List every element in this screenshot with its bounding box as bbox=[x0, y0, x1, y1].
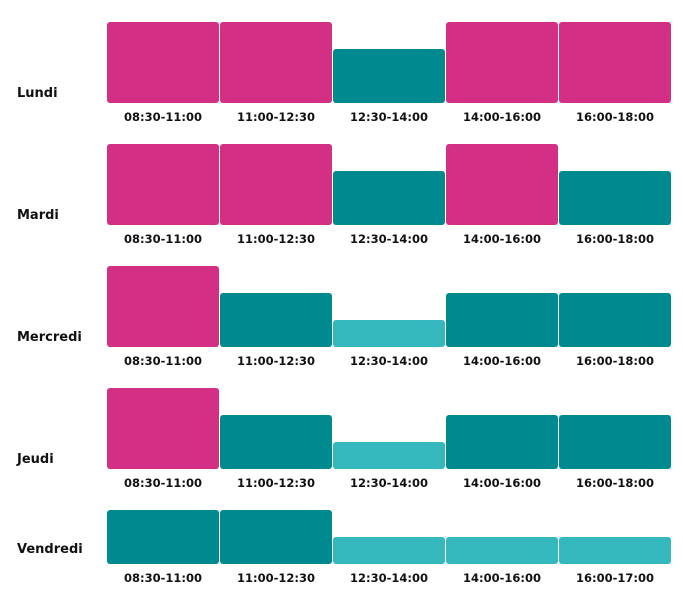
slot-label: 12:30-14:00 bbox=[350, 571, 428, 585]
slot-label: 14:00-16:00 bbox=[463, 110, 541, 124]
slot-label: 11:00-12:30 bbox=[237, 110, 315, 124]
slot-bar bbox=[107, 22, 219, 103]
slot-label: 12:30-14:00 bbox=[350, 232, 428, 246]
day-label: Mardi bbox=[17, 208, 59, 223]
slot-label: 16:00-18:00 bbox=[576, 354, 654, 368]
slot-label: 12:30-14:00 bbox=[350, 354, 428, 368]
day-row-1: Mardi 08:30-11:00 11:00-12:30 12:30-14:00 14… bbox=[17, 144, 671, 246]
slot-bar bbox=[333, 320, 445, 347]
slot-label: 08:30-11:00 bbox=[124, 110, 202, 124]
slot-bar bbox=[559, 171, 671, 225]
day-label: Lundi bbox=[17, 86, 58, 101]
slot-bar bbox=[446, 537, 558, 564]
day-label: Vendredi bbox=[17, 542, 83, 557]
slot-bar bbox=[107, 144, 219, 225]
day-row-0: Lundi 08:30-11:00 11:00-12:30 12:30-14:00 14… bbox=[17, 22, 671, 124]
slot-bar bbox=[220, 144, 332, 225]
slot-bar bbox=[559, 293, 671, 347]
slot-bar bbox=[446, 22, 558, 103]
slot-label: 08:30-11:00 bbox=[124, 476, 202, 490]
slot-label: 08:30-11:00 bbox=[124, 354, 202, 368]
day-label: Jeudi bbox=[16, 452, 54, 467]
slot-bar bbox=[446, 293, 558, 347]
slot-label: 14:00-16:00 bbox=[463, 571, 541, 585]
slot-label: 08:30-11:00 bbox=[124, 571, 202, 585]
slot-bar bbox=[107, 510, 219, 564]
slot-label: 11:00-12:30 bbox=[237, 476, 315, 490]
slot-label: 12:30-14:00 bbox=[350, 110, 428, 124]
slot-bar bbox=[446, 144, 558, 225]
slot-label: 16:00-18:00 bbox=[576, 110, 654, 124]
day-row-2: Mercredi 08:30-11:00 11:00-12:30 12:30-14:0… bbox=[17, 266, 671, 368]
slot-bar bbox=[559, 22, 671, 103]
day-label: Mercredi bbox=[17, 330, 82, 345]
slot-bar bbox=[559, 415, 671, 469]
day-row-3: Jeudi 08:30-11:00 11:00-12:30 12:30-14:00 14… bbox=[16, 388, 671, 490]
slot-label: 08:30-11:00 bbox=[124, 232, 202, 246]
slot-label: 16:00-18:00 bbox=[576, 232, 654, 246]
slot-bar bbox=[220, 293, 332, 347]
slot-bar bbox=[333, 171, 445, 225]
slot-label: 16:00-17:00 bbox=[576, 571, 654, 585]
slot-bar bbox=[446, 415, 558, 469]
slot-bar bbox=[220, 510, 332, 564]
day-row-4: Vendredi 08:30-11:00 11:00-12:30 12:30-14:0… bbox=[17, 510, 671, 585]
slot-label: 11:00-12:30 bbox=[237, 232, 315, 246]
slot-label: 11:00-12:30 bbox=[237, 571, 315, 585]
slot-bar bbox=[220, 22, 332, 103]
slot-label: 12:30-14:00 bbox=[350, 476, 428, 490]
slot-label: 14:00-16:00 bbox=[463, 354, 541, 368]
slot-label: 14:00-16:00 bbox=[463, 232, 541, 246]
slot-bar bbox=[333, 49, 445, 103]
slot-bar bbox=[107, 266, 219, 347]
slot-bar bbox=[333, 537, 445, 564]
slot-bar bbox=[333, 442, 445, 469]
slot-bar bbox=[559, 537, 671, 564]
slot-bar bbox=[107, 388, 219, 469]
slot-bar bbox=[220, 415, 332, 469]
slot-label: 14:00-16:00 bbox=[463, 476, 541, 490]
slot-label: 16:00-18:00 bbox=[576, 476, 654, 490]
slot-label: 11:00-12:30 bbox=[237, 354, 315, 368]
